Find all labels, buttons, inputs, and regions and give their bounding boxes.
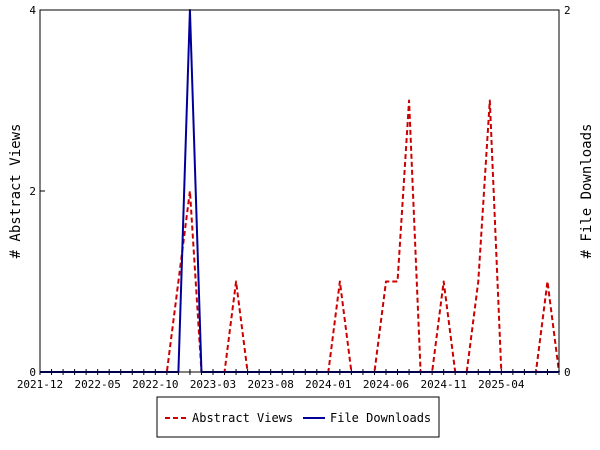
x-tick-label: 2022-05 [74,378,120,391]
series-line-file-downloads [40,9,559,373]
x-tick-label: 2024-11 [420,378,466,391]
series-lines [40,9,560,373]
y-right-tick-label: 0 [564,366,571,379]
y-left-tick-label: 2 [29,185,36,198]
plot-frame [39,9,560,373]
x-tick-label: 2024-06 [363,378,409,391]
y-left-tick-label: 0 [29,366,36,379]
x-tick-label: 2022-10 [132,378,178,391]
y-right-axis-label: # File Downloads [579,124,595,259]
y-left-axis-label: # Abstract Views [8,124,24,259]
x-tick-labels: 2021-12 2022-05 2022-10 2023-03 2023-08 2024-… [17,378,525,391]
legend-label-file-downloads: File Downloads [330,411,431,425]
x-tick-label: 2025-04 [478,378,525,391]
x-tick-label: 2021-12 [17,378,63,391]
x-tick-label: 2023-03 [190,378,236,391]
y-tick-labels: 0 2 4 0 2 [29,4,570,379]
y-right-tick-label: 2 [564,4,571,17]
x-tick-label: 2023-08 [247,378,293,391]
legend-box [156,396,440,438]
series-line-abstract-views [40,99,560,373]
tick-marks [39,9,560,375]
legend: Abstract Views File Downloads [156,396,440,438]
y-left-tick-label: 4 [29,4,36,17]
x-tick-label: 2024-01 [305,378,351,391]
legend-label-abstract-views: Abstract Views [192,411,293,425]
